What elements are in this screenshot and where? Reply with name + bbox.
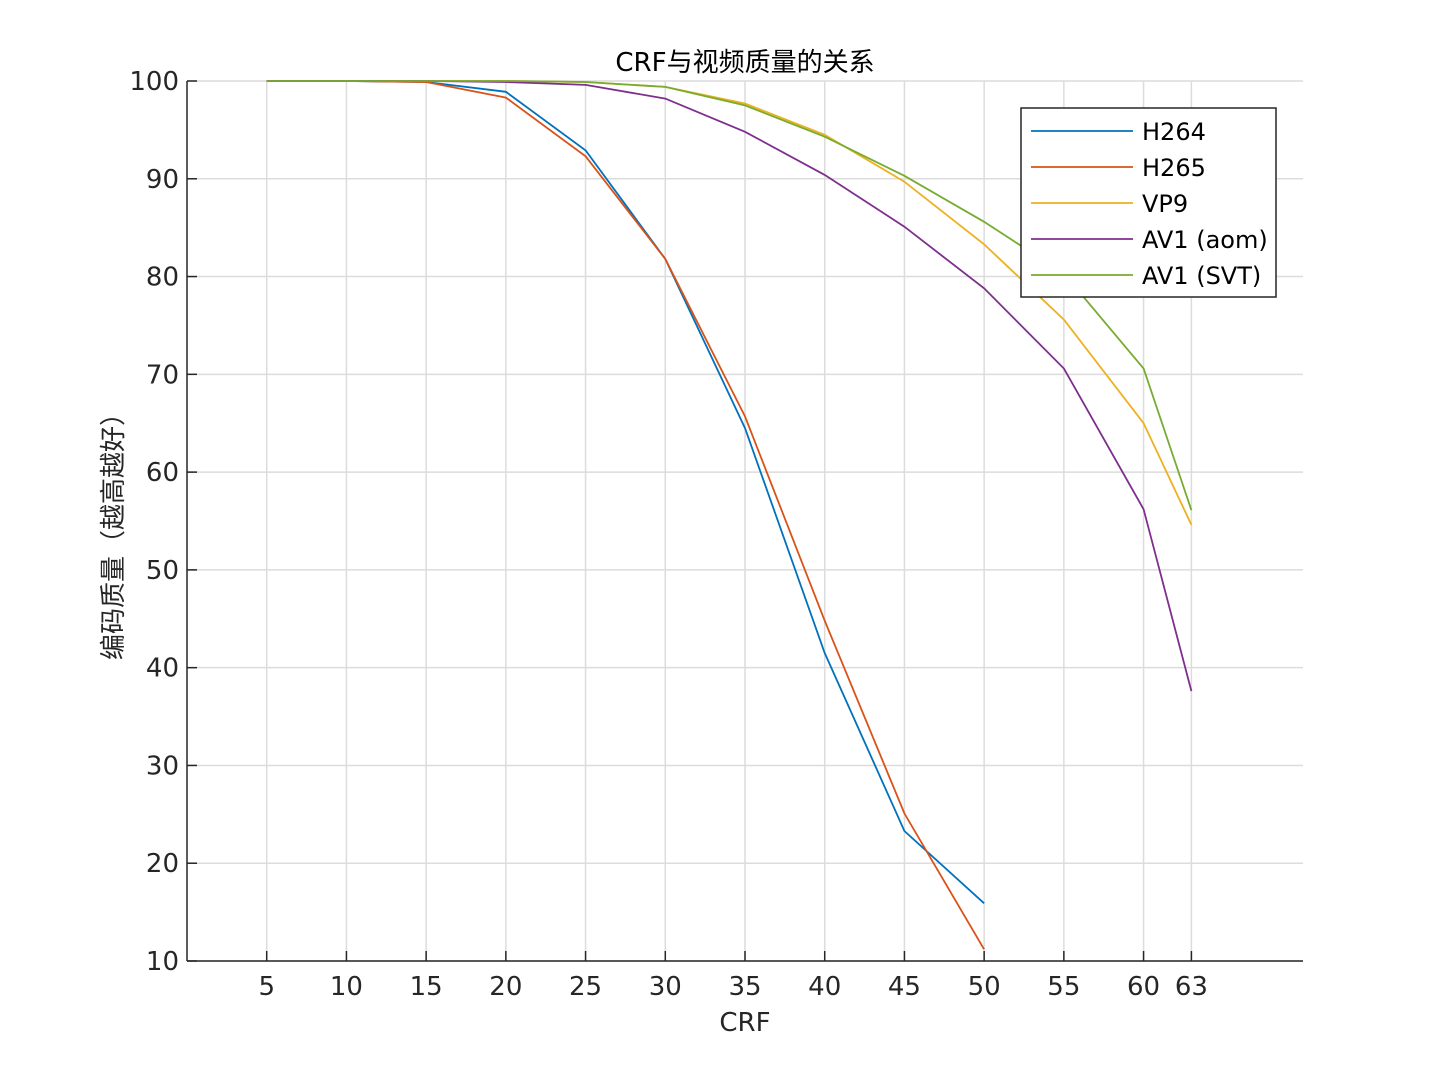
y-axis-label: 编码质量（越高越好） <box>99 400 129 660</box>
y-axis-ticks: 10 20 30 40 50 60 70 80 90 100 <box>129 67 197 977</box>
x-tick-label: 35 <box>728 972 761 1002</box>
legend: H264 H265 VP9 AV1 (aom) AV1 (SVT) <box>1020 107 1277 298</box>
y-tick-label: 20 <box>146 849 179 879</box>
series-line <box>266 80 985 904</box>
legend-label: AV1 (aom) <box>1142 226 1268 254</box>
series-line <box>266 80 985 950</box>
x-tick-label: 10 <box>330 972 363 1002</box>
x-tick-label: 45 <box>888 972 921 1002</box>
x-tick-label: 60 <box>1127 972 1160 1002</box>
x-tick-label: 63 <box>1175 972 1208 1002</box>
x-tick-label: 30 <box>649 972 682 1002</box>
x-axis-ticks: 5 10 15 20 25 30 35 40 45 50 55 60 63 <box>258 951 1208 1002</box>
y-tick-label: 70 <box>146 360 179 390</box>
x-tick-label: 40 <box>808 972 841 1002</box>
y-tick-label: 90 <box>146 165 179 195</box>
chart-title: CRF与视频质量的关系 <box>615 48 874 78</box>
y-tick-label: 10 <box>146 947 179 977</box>
legend-label: H265 <box>1142 154 1206 182</box>
x-tick-label: 15 <box>410 972 443 1002</box>
y-tick-label: 80 <box>146 263 179 293</box>
x-tick-label: 25 <box>569 972 602 1002</box>
x-tick-label: 5 <box>258 972 275 1002</box>
y-tick-label: 30 <box>146 751 179 781</box>
y-tick-label: 100 <box>129 67 179 97</box>
x-tick-label: 50 <box>968 972 1001 1002</box>
legend-label: AV1 (SVT) <box>1142 262 1261 290</box>
x-tick-label: 55 <box>1047 972 1080 1002</box>
y-tick-label: 50 <box>146 556 179 586</box>
x-tick-label: 20 <box>489 972 522 1002</box>
x-axis-label: CRF <box>719 1008 770 1038</box>
y-tick-label: 60 <box>146 458 179 488</box>
legend-label: VP9 <box>1142 190 1188 218</box>
legend-label: H264 <box>1142 118 1206 146</box>
y-tick-label: 40 <box>146 654 179 684</box>
